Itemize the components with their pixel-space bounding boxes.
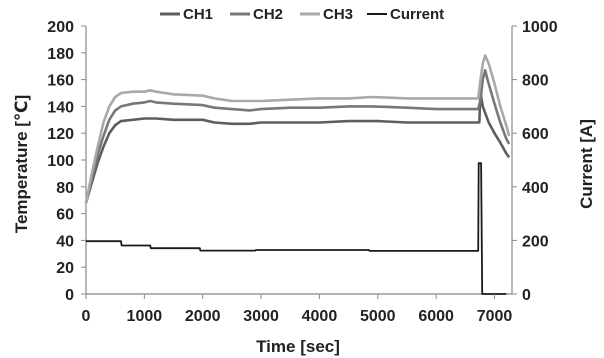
series-line-ch3 — [84, 54, 511, 204]
legend: CH1 CH2 CH3 Current — [160, 6, 444, 23]
y2-tick-label: 200 — [522, 233, 549, 250]
y2-axis-title: Current [A] — [577, 119, 596, 209]
y2-tick-label: 1000 — [522, 19, 558, 36]
y-tick-label: 20 — [56, 260, 74, 277]
left-axis-ticks: 0 20 40 60 80 100 120 140 160 180 200 — [47, 19, 86, 304]
series-layer — [84, 54, 511, 295]
legend-label-ch2: CH2 — [253, 6, 283, 23]
y2-tick-label: 800 — [522, 73, 549, 90]
y-tick-label: 200 — [47, 19, 74, 36]
y-tick-label: 160 — [47, 73, 74, 90]
right-axis-ticks: 0 200 400 600 800 1000 — [512, 19, 558, 304]
y-tick-label: 180 — [47, 46, 74, 63]
x-axis-title: Time [sec] — [256, 337, 340, 356]
y2-tick-label: 600 — [522, 126, 549, 143]
y-axis-title: Temperature [℃] — [12, 95, 31, 233]
x-tick-label: 0 — [82, 308, 91, 325]
y-tick-label: 120 — [47, 126, 74, 143]
y-tick-label: 100 — [47, 153, 74, 170]
x-axis-ticks: 0 1000 2000 3000 4000 5000 6000 7000 — [82, 294, 513, 325]
y-tick-label: 40 — [56, 233, 74, 250]
y2-tick-label: 400 — [522, 180, 549, 197]
y-tick-label: 60 — [56, 207, 74, 224]
y-tick-label: 80 — [56, 180, 74, 197]
series-line-ch1 — [84, 91, 511, 204]
series-line-ch2 — [84, 68, 511, 204]
x-tick-label: 2000 — [185, 308, 221, 325]
x-tick-label: 6000 — [418, 308, 454, 325]
series-line-current — [86, 162, 507, 295]
legend-label-ch1: CH1 — [183, 6, 213, 23]
legend-label-current: Current — [390, 6, 444, 23]
plot-frame — [85, 26, 513, 295]
y-tick-label: 0 — [65, 287, 74, 304]
x-tick-label: 7000 — [477, 308, 513, 325]
x-tick-label: 5000 — [360, 308, 396, 325]
x-tick-label: 1000 — [127, 308, 163, 325]
x-tick-label: 4000 — [302, 308, 338, 325]
y2-tick-label: 0 — [522, 287, 531, 304]
x-tick-label: 3000 — [243, 308, 279, 325]
legend-label-ch3: CH3 — [323, 6, 353, 23]
y-tick-label: 140 — [47, 99, 74, 116]
